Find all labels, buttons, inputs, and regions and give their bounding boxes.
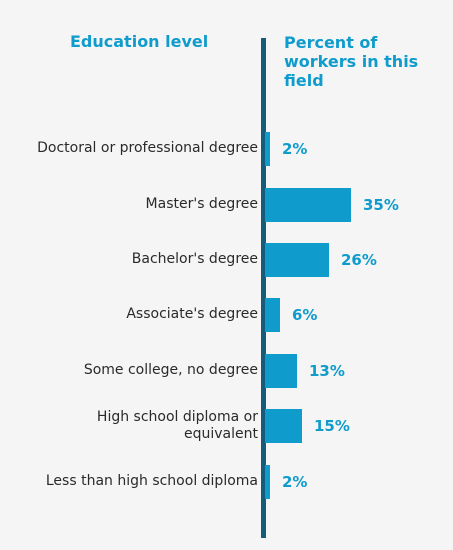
vertical-axis-line bbox=[261, 38, 266, 538]
value-label: 6% bbox=[292, 306, 318, 324]
bar bbox=[265, 188, 351, 222]
bar bbox=[265, 354, 297, 388]
bar bbox=[265, 465, 270, 499]
value-label: 35% bbox=[363, 196, 399, 214]
value-label: 2% bbox=[282, 473, 308, 491]
bar bbox=[265, 132, 270, 166]
value-label: 2% bbox=[282, 140, 308, 158]
category-label: High school diploma or equivalent bbox=[96, 409, 258, 442]
category-label: Less than high school diploma bbox=[45, 473, 258, 489]
category-label: Master's degree bbox=[145, 196, 258, 212]
bar bbox=[265, 409, 302, 443]
percent-of-workers-header: Percent of workers in this field bbox=[284, 33, 419, 90]
category-label: Associate's degree bbox=[126, 306, 258, 322]
bar bbox=[265, 243, 329, 277]
education-level-header: Education level bbox=[70, 32, 209, 51]
value-label: 15% bbox=[314, 417, 350, 435]
value-label: 26% bbox=[341, 251, 377, 269]
category-label: Bachelor's degree bbox=[131, 251, 258, 267]
category-label: Some college, no degree bbox=[83, 362, 258, 378]
bar bbox=[265, 298, 280, 332]
value-label: 13% bbox=[309, 362, 345, 380]
category-label: Doctoral or professional degree bbox=[37, 140, 258, 156]
